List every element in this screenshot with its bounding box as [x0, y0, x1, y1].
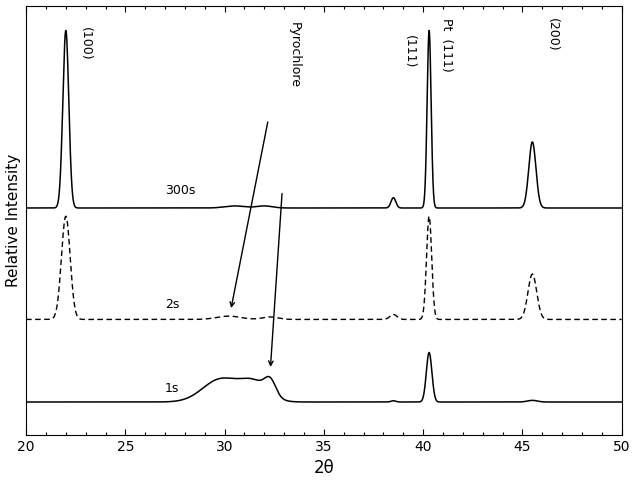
Text: Pyrochlore: Pyrochlore — [287, 22, 301, 88]
Text: 300s: 300s — [165, 184, 195, 197]
Text: (111): (111) — [403, 35, 416, 69]
Text: (200): (200) — [546, 18, 558, 52]
Y-axis label: Relative Intensity: Relative Intensity — [6, 154, 20, 287]
Text: 2s: 2s — [165, 298, 179, 311]
Text: (100): (100) — [79, 27, 92, 60]
X-axis label: 2θ: 2θ — [314, 459, 335, 477]
Text: Pt  (111): Pt (111) — [441, 18, 453, 72]
Text: 1s: 1s — [165, 382, 179, 395]
